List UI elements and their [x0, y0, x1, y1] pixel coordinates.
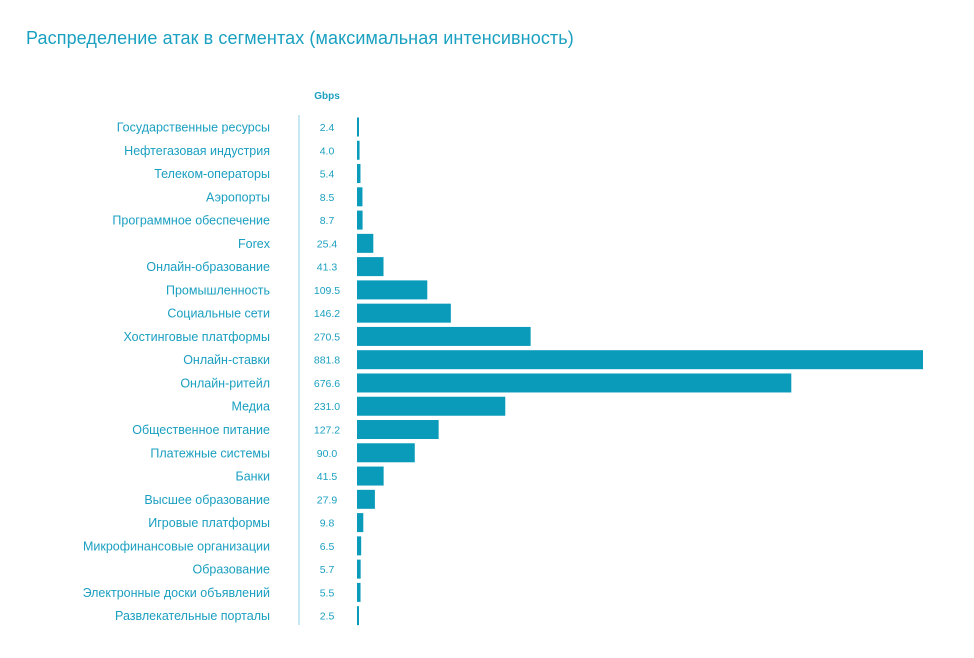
- bar: [357, 559, 361, 579]
- bar: [357, 443, 415, 463]
- category-label: Нефтегазовая индустрия: [124, 144, 270, 158]
- value-label: 2.5: [320, 611, 335, 623]
- value-label: 881.8: [314, 355, 340, 367]
- category-label: Телеком-операторы: [154, 167, 270, 181]
- chart-title: Распределение атак в сегментах (максимал…: [26, 28, 574, 48]
- bar: [357, 280, 428, 300]
- value-label: 109.5: [314, 285, 340, 297]
- value-label: 127.2: [314, 425, 340, 437]
- value-label: 5.4: [320, 169, 335, 181]
- category-label: Социальные сети: [167, 307, 270, 321]
- category-label: Общественное питание: [132, 423, 270, 437]
- value-label: 27.9: [317, 494, 338, 506]
- category-label: Программное обеспечение: [112, 214, 270, 228]
- value-label: 25.4: [317, 238, 338, 250]
- bar: [357, 303, 451, 323]
- category-label: Высшее образование: [144, 493, 270, 507]
- bar: [357, 164, 361, 184]
- unit-label: Gbps: [314, 91, 340, 102]
- category-label: Медиа: [232, 400, 271, 414]
- category-label: Развлекательные порталы: [115, 609, 270, 623]
- bar: [357, 187, 363, 207]
- bar: [357, 373, 792, 393]
- category-label: Онлайн-ритейл: [180, 376, 270, 390]
- value-label: 2.4: [320, 122, 335, 134]
- bar: [357, 326, 531, 346]
- category-label: Банки: [235, 470, 270, 484]
- value-label: 6.5: [320, 541, 335, 553]
- value-label: 676.6: [314, 378, 340, 390]
- bar: [357, 233, 374, 253]
- value-label: 270.5: [314, 331, 340, 343]
- bar: [357, 582, 361, 602]
- value-label: 5.5: [320, 587, 335, 599]
- value-label: 4.0: [320, 145, 335, 157]
- category-label: Промышленность: [166, 283, 270, 297]
- bar: [357, 140, 360, 160]
- value-label: 90.0: [317, 448, 338, 460]
- bar: [357, 420, 439, 440]
- category-label: Электронные доски объявлений: [83, 586, 270, 600]
- category-label: Игровые платформы: [148, 516, 270, 530]
- bar: [357, 117, 359, 137]
- bar: [357, 536, 362, 556]
- category-label: Онлайн-ставки: [183, 353, 270, 367]
- bar: [357, 489, 375, 509]
- bar: [357, 396, 506, 416]
- category-label: Онлайн-образование: [146, 260, 270, 274]
- category-label: Образование: [193, 563, 271, 577]
- category-label: Хостинговые платформы: [123, 330, 270, 344]
- category-label: Аэропорты: [206, 190, 270, 204]
- category-label: Forex: [238, 237, 271, 251]
- category-label: Платежные системы: [150, 446, 270, 460]
- value-label: 8.5: [320, 192, 335, 204]
- bar: [357, 257, 384, 277]
- bar: [357, 466, 384, 486]
- bar: [357, 606, 359, 626]
- bar: [357, 210, 363, 230]
- value-label: 8.7: [320, 215, 335, 227]
- category-label: Государственные ресурсы: [117, 121, 270, 135]
- value-label: 231.0: [314, 401, 340, 413]
- value-label: 41.5: [317, 471, 338, 483]
- value-label: 9.8: [320, 518, 335, 530]
- category-label: Микрофинансовые организации: [83, 539, 270, 553]
- bar: [357, 513, 364, 533]
- value-label: 5.7: [320, 564, 335, 576]
- bar: [357, 350, 923, 370]
- value-label: 41.3: [317, 262, 338, 274]
- value-label: 146.2: [314, 308, 340, 320]
